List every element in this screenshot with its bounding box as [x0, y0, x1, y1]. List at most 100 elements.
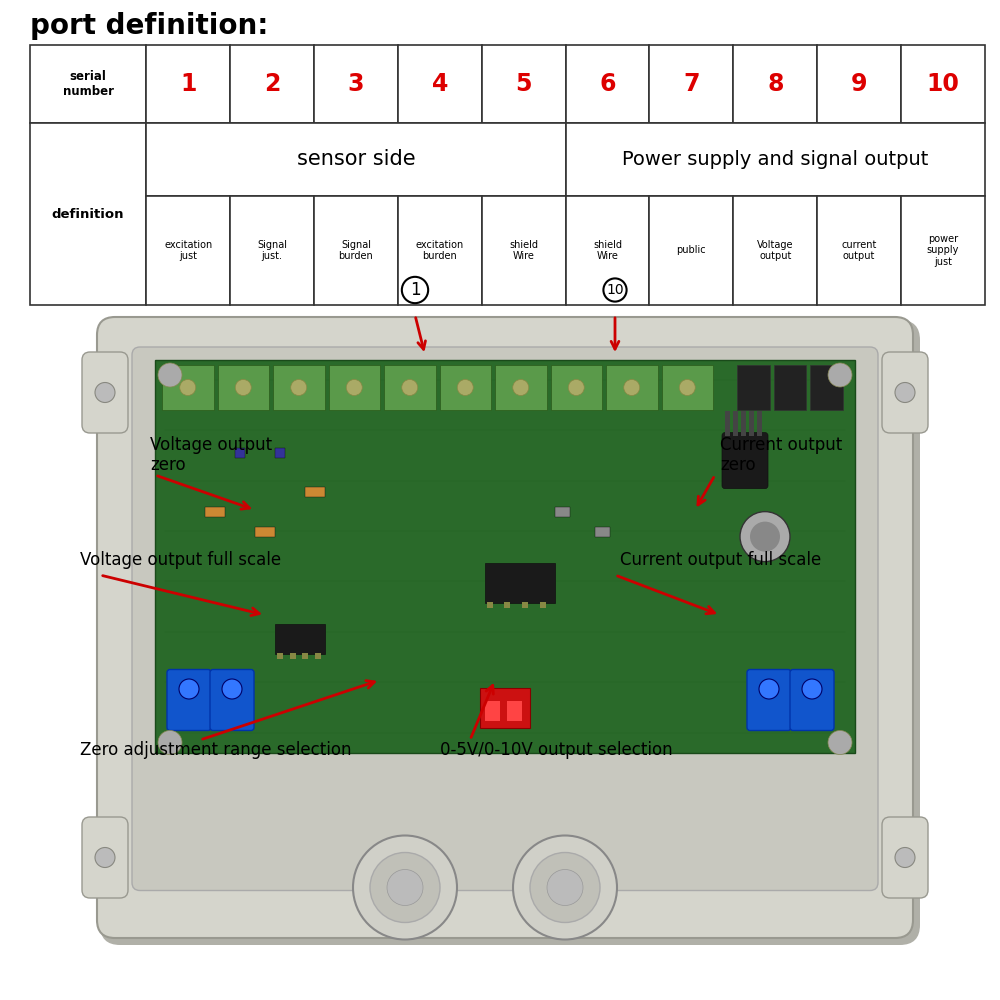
Circle shape	[180, 379, 196, 395]
Circle shape	[568, 379, 584, 395]
Bar	[302, 653, 308, 659]
Bar	[741, 411, 746, 436]
Text: 9: 9	[851, 72, 867, 96]
Text: public: public	[677, 245, 706, 255]
FancyBboxPatch shape	[882, 352, 928, 433]
Circle shape	[759, 679, 779, 699]
Text: Voltage output full scale: Voltage output full scale	[80, 551, 281, 569]
Text: 1: 1	[410, 281, 420, 299]
Bar	[290, 653, 296, 659]
Bar	[606, 365, 658, 410]
Circle shape	[828, 730, 852, 754]
Bar	[146, 123, 566, 196]
Bar	[504, 602, 510, 608]
Bar	[482, 45, 566, 123]
Bar	[725, 411, 730, 436]
Bar	[566, 45, 649, 123]
Circle shape	[547, 869, 583, 906]
Bar	[595, 527, 610, 537]
Text: 6: 6	[599, 72, 616, 96]
Bar	[566, 196, 649, 305]
Text: definition: definition	[52, 208, 124, 221]
Bar	[495, 365, 546, 410]
Circle shape	[513, 379, 529, 395]
Text: 7: 7	[683, 72, 700, 96]
Text: shield
Wire: shield Wire	[509, 240, 538, 261]
Circle shape	[158, 730, 182, 754]
Bar	[817, 45, 901, 123]
Bar	[314, 45, 398, 123]
Text: shield
Wire: shield Wire	[593, 240, 622, 261]
Bar	[757, 411, 762, 436]
Bar	[146, 196, 230, 305]
Text: sensor side: sensor side	[297, 149, 415, 169]
Bar	[774, 365, 806, 410]
Bar	[328, 365, 380, 410]
Text: 8: 8	[767, 72, 784, 96]
Bar	[555, 507, 570, 517]
Bar	[30, 123, 146, 305]
Bar	[218, 365, 269, 410]
Bar	[30, 45, 146, 123]
Bar	[733, 45, 817, 123]
Circle shape	[179, 679, 199, 699]
Circle shape	[624, 379, 640, 395]
Bar	[485, 563, 555, 603]
Bar	[733, 411, 738, 436]
FancyBboxPatch shape	[747, 670, 791, 730]
Circle shape	[387, 869, 423, 906]
Bar	[485, 700, 500, 720]
Text: Power supply and signal output: Power supply and signal output	[622, 150, 928, 169]
Bar	[235, 448, 245, 458]
Bar	[255, 527, 275, 537]
Text: Voltage output
zero: Voltage output zero	[150, 436, 272, 474]
Bar	[540, 602, 546, 608]
Bar	[480, 688, 530, 728]
Bar	[737, 365, 770, 410]
Circle shape	[895, 847, 915, 867]
Text: 0-5V/0-10V output selection: 0-5V/0-10V output selection	[440, 741, 673, 759]
Bar	[507, 700, 522, 720]
Circle shape	[235, 379, 251, 395]
Text: Zero adjustment range selection: Zero adjustment range selection	[80, 741, 352, 759]
Bar	[146, 45, 230, 123]
Bar	[440, 365, 491, 410]
Bar	[398, 196, 482, 305]
FancyBboxPatch shape	[167, 670, 211, 730]
Text: 2: 2	[264, 72, 280, 96]
Bar	[277, 653, 283, 659]
Circle shape	[346, 379, 362, 395]
Bar	[487, 602, 493, 608]
Bar	[273, 365, 324, 410]
FancyBboxPatch shape	[132, 347, 878, 890]
Circle shape	[370, 852, 440, 922]
FancyBboxPatch shape	[210, 670, 254, 730]
Bar	[901, 45, 985, 123]
Bar	[649, 45, 733, 123]
Circle shape	[291, 379, 307, 395]
Bar	[155, 360, 855, 752]
Text: Current output full scale: Current output full scale	[620, 551, 821, 569]
Bar	[749, 411, 754, 436]
FancyBboxPatch shape	[97, 317, 913, 938]
Text: excitation
burden: excitation burden	[416, 240, 464, 261]
FancyBboxPatch shape	[100, 320, 920, 945]
Text: serial
number: serial number	[63, 70, 114, 98]
Bar	[305, 487, 325, 497]
Bar	[162, 365, 214, 410]
Circle shape	[513, 836, 617, 940]
Text: excitation
just: excitation just	[164, 240, 212, 261]
Text: 4: 4	[432, 72, 448, 96]
Bar	[649, 196, 733, 305]
Bar	[810, 365, 843, 410]
Bar	[566, 123, 985, 196]
Bar	[398, 45, 482, 123]
Bar	[662, 365, 713, 410]
Bar	[733, 196, 817, 305]
Circle shape	[530, 852, 600, 922]
Text: Signal
just.: Signal just.	[257, 240, 287, 261]
Circle shape	[679, 379, 695, 395]
Bar	[901, 196, 985, 305]
Circle shape	[457, 379, 473, 395]
Circle shape	[740, 512, 790, 562]
